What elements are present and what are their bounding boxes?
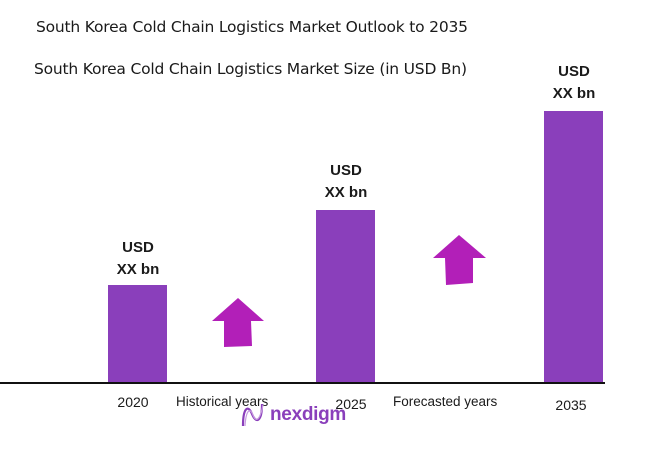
value-amount: XX bn [324, 184, 368, 201]
value-currency: USD [122, 239, 154, 256]
value-currency: USD [330, 162, 362, 179]
x-tick-2025: 2025 [335, 396, 367, 412]
chart-subtitle: South Korea Cold Chain Logistics Market … [34, 60, 467, 78]
x-tick-2035: 2035 [555, 397, 587, 413]
x-axis-line [0, 382, 605, 384]
value-currency: USD [558, 63, 590, 80]
bar-value-label-2025: USD XX bn [306, 160, 386, 204]
value-amount: XX bn [116, 261, 160, 278]
historical-years-label: Historical years [176, 394, 269, 409]
nexdigm-wave-icon [241, 403, 264, 427]
nexdigm-logo: nexdigm [240, 402, 346, 428]
value-amount: XX bn [552, 85, 596, 102]
forecasted-years-label: Forecasted years [393, 394, 498, 409]
growth-arrow-up-icon [433, 235, 486, 285]
chart-title: South Korea Cold Chain Logistics Market … [36, 18, 468, 36]
logo-text: nexdigm [270, 404, 347, 425]
bar-2035 [544, 111, 603, 383]
bar-2020 [108, 285, 167, 383]
growth-arrow-up-icon [212, 298, 264, 347]
bar-value-label-2020: USD XX bn [98, 237, 178, 281]
bar-2025 [316, 210, 375, 383]
x-tick-2020: 2020 [117, 394, 149, 410]
bar-value-label-2035: USD XX bn [534, 61, 614, 105]
